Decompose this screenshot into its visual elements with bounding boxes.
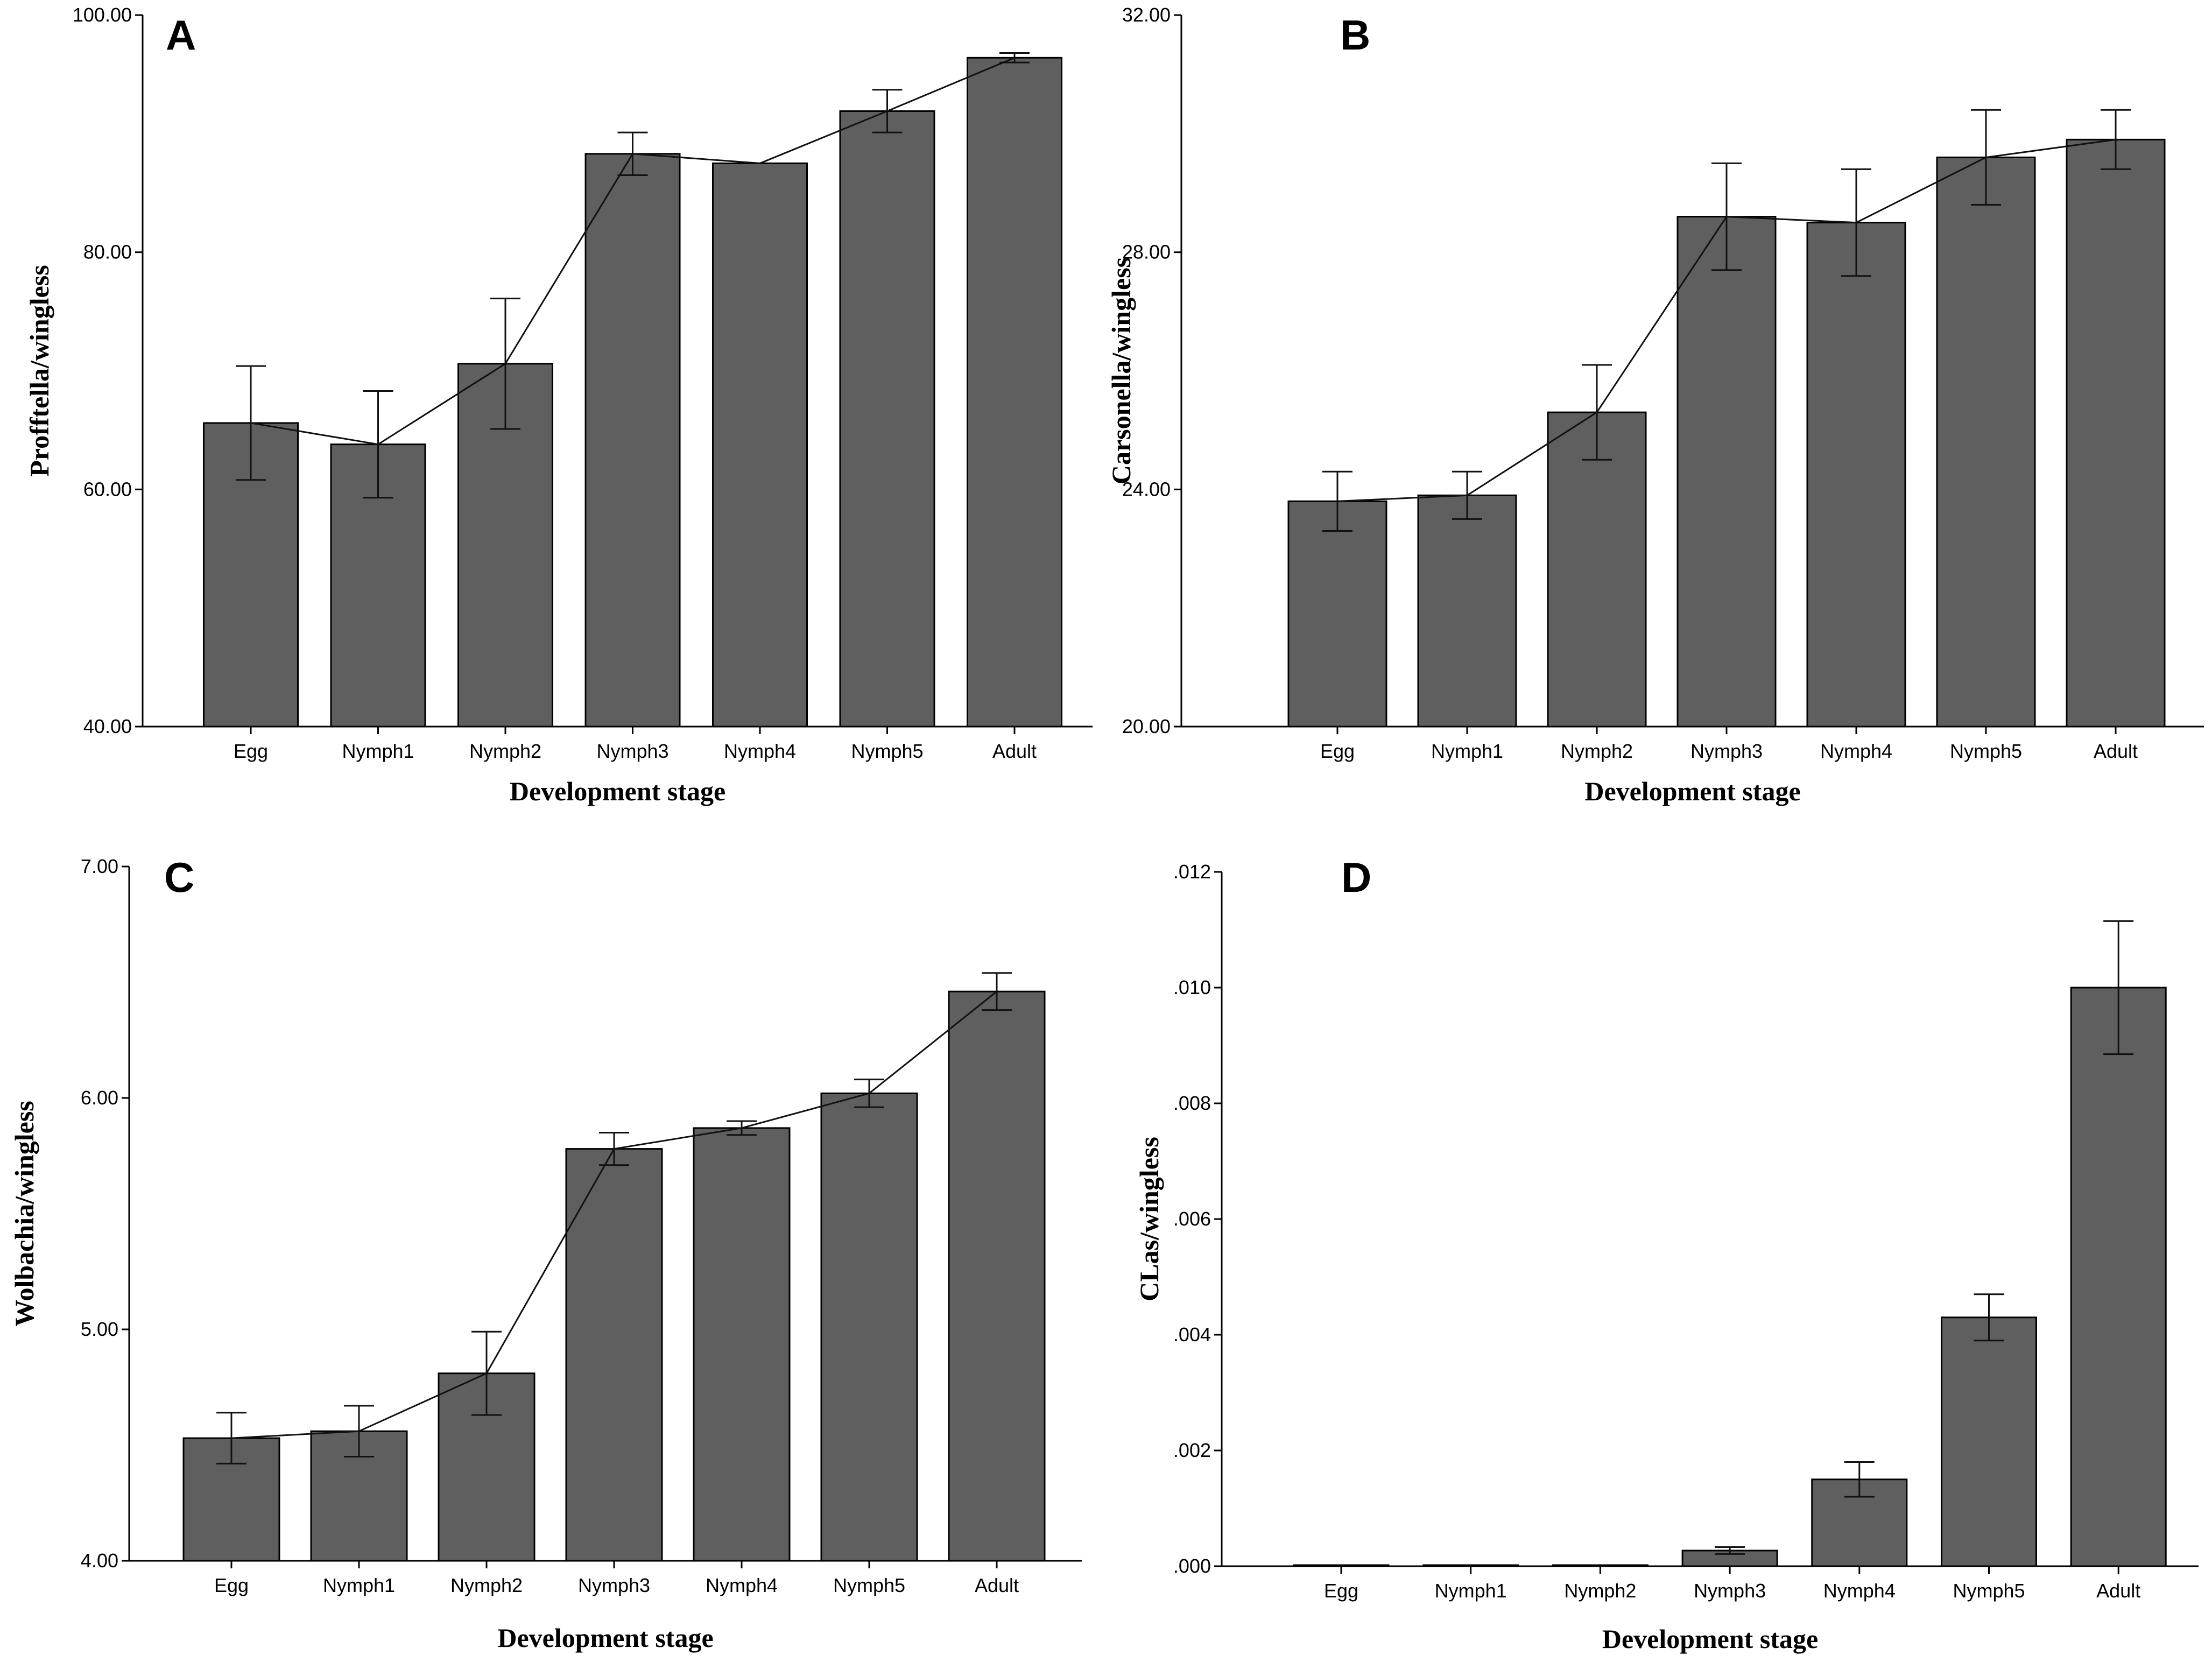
panel-c-x-tick-label: Nymph3 bbox=[578, 1574, 650, 1596]
panel-a-bar-nymph4 bbox=[712, 162, 808, 728]
panel-b-x-axis-title: Development stage bbox=[1584, 776, 1800, 806]
panel-c-x-tick-label: Nymph5 bbox=[833, 1574, 905, 1596]
panel-c-x-tick-label: Nymph1 bbox=[323, 1574, 395, 1596]
panel-c-x-tick-label: Egg bbox=[214, 1574, 249, 1596]
panel-d-y-tick-label: .002 bbox=[1173, 1439, 1211, 1461]
panel-a-bar-nymph3 bbox=[584, 153, 681, 728]
panel-a: 40.00 60.00 80.00 100.00 Egg Nymph1 Nymph2 Nymp… bbox=[24, 4, 1093, 806]
panel-b-y-tick-label: 20.00 bbox=[1122, 715, 1171, 737]
panel-d-y-tick-label: .004 bbox=[1173, 1323, 1211, 1346]
panel-c-bar-nymph5 bbox=[820, 1092, 918, 1562]
panel-a-bar-adult bbox=[967, 57, 1062, 728]
panel-a-y-tick-label: 100.00 bbox=[73, 4, 132, 26]
panel-b-error-bar-adult bbox=[2101, 109, 2131, 170]
panel-b-x-tick-label: Nymph3 bbox=[1690, 740, 1763, 762]
panel-b-y-tick-label: 24.00 bbox=[1122, 478, 1171, 500]
panel-b-trend-line bbox=[1337, 138, 2116, 502]
panel-d-x-tick-label: Nymph4 bbox=[1823, 1580, 1896, 1602]
panel-a-y-tick-label: 40.00 bbox=[83, 715, 132, 737]
panel-b-x-tick-label: Nymph5 bbox=[1950, 740, 2022, 762]
panel-a-x-axis-title: Development stage bbox=[510, 776, 725, 806]
panel-c-x-axis-title: Development stage bbox=[497, 1623, 713, 1653]
panel-b-y-tick-label: 28.00 bbox=[1122, 241, 1171, 263]
panel-b-letter: B bbox=[1340, 11, 1370, 59]
panel-c-y-tick-label: 6.00 bbox=[81, 1087, 118, 1109]
panel-b-x-tick-label: Nymph4 bbox=[1820, 740, 1892, 762]
panel-c-bar-nymph3 bbox=[565, 1148, 663, 1562]
panel-a-x-tick-label: Nymph3 bbox=[596, 740, 668, 762]
panel-a-x-tick-label: Nymph4 bbox=[724, 740, 796, 762]
panel-b-error-bar-egg bbox=[1322, 470, 1352, 532]
panel-c-y-axis-title: Wolbachia/wingless bbox=[9, 1101, 39, 1327]
panel-d-error-bar-adult bbox=[2103, 920, 2134, 1055]
panel-b-bar-nymph3 bbox=[1676, 216, 1777, 728]
panel-b-bar-nymph1 bbox=[1417, 494, 1517, 728]
panel-c-bar-nymph4 bbox=[693, 1127, 791, 1562]
panel-d-y-tick-label: .012 bbox=[1173, 861, 1211, 883]
panel-a-x-tick-label: Egg bbox=[234, 740, 268, 762]
panel-c-letter: C bbox=[164, 854, 194, 901]
panel-b-bar-nymph2 bbox=[1547, 411, 1647, 728]
panel-d-error-bar-nymph3 bbox=[1715, 1546, 1745, 1555]
panel-d-x-tick-label: Nymph2 bbox=[1564, 1580, 1636, 1602]
panel-b-bar-nymph5 bbox=[1936, 156, 2036, 728]
panel-d-letter: D bbox=[1341, 854, 1371, 901]
panel-c-y-tick-label: 5.00 bbox=[81, 1318, 118, 1340]
panel-c-trend-line bbox=[231, 991, 997, 1439]
panel-b-x-tick-label: Adult bbox=[2094, 740, 2138, 762]
panel-c-y-tick-label: 4.00 bbox=[81, 1550, 118, 1572]
panel-d-x-tick-label: Adult bbox=[2096, 1580, 2140, 1602]
panel-d-y-tick-label: .010 bbox=[1173, 976, 1211, 998]
panel-a-x-tick-label: Adult bbox=[992, 740, 1037, 762]
panel-d-error-bar-nymph4 bbox=[1844, 1461, 1875, 1498]
panel-d-x-tick-label: Nymph1 bbox=[1435, 1580, 1507, 1602]
panel-d-y-axis-title: CLas/wingless bbox=[1134, 1137, 1164, 1301]
panel-a-y-tick-label: 80.00 bbox=[83, 241, 132, 263]
panel-c-y-tick-label: 7.00 bbox=[81, 855, 118, 877]
panel-d-bar-egg bbox=[1293, 1564, 1390, 1567]
panel-d-x-tick-label: Nymph3 bbox=[1694, 1580, 1766, 1602]
panel-c-x-tick-label: Nymph2 bbox=[450, 1574, 523, 1596]
panel-c: 4.00 5.00 6.00 7.00 Egg Nymph1 Nymph2 Nymph3 Nym… bbox=[9, 854, 1082, 1653]
panel-d-x-tick-label: Nymph5 bbox=[1953, 1580, 2025, 1602]
panel-a-trend-line bbox=[250, 57, 1015, 446]
panel-c-x-tick-label: Adult bbox=[975, 1574, 1019, 1596]
panel-d-y-tick-label: .000 bbox=[1173, 1555, 1211, 1577]
panel-a-x-tick-label: Nymph5 bbox=[851, 740, 923, 762]
panel-d-bar-nymph2 bbox=[1552, 1564, 1649, 1567]
panel-a-x-tick-label: Nymph2 bbox=[469, 740, 541, 762]
panel-d-bar-nymph1 bbox=[1422, 1564, 1519, 1567]
panel-a-bar-nymph5 bbox=[839, 110, 935, 728]
panel-d-x-axis-title: Development stage bbox=[1602, 1624, 1818, 1654]
panel-d-error-bar-nymph5 bbox=[1974, 1293, 2004, 1342]
panel-c-bar-adult bbox=[948, 990, 1046, 1562]
panel-a-letter: A bbox=[166, 11, 196, 59]
panel-d-x-tick-label: Egg bbox=[1324, 1580, 1358, 1602]
panel-b-bar-adult bbox=[2066, 138, 2166, 728]
panel-d-y-tick-label: .006 bbox=[1173, 1208, 1211, 1230]
panel-c-x-tick-label: Nymph4 bbox=[706, 1574, 778, 1596]
panel-b-y-axis-title: Carsonella/wingless bbox=[1106, 257, 1136, 484]
panel-a-y-axis-title: Profftella/wingless bbox=[24, 265, 54, 476]
panel-a-y-tick-label: 60.00 bbox=[83, 478, 132, 500]
panel-b-x-tick-label: Egg bbox=[1320, 740, 1355, 762]
panel-b-x-tick-label: Nymph1 bbox=[1431, 740, 1503, 762]
panel-d-bar-nymph5 bbox=[1941, 1316, 2037, 1567]
panel-d-y-tick-label: .008 bbox=[1173, 1092, 1211, 1114]
panel-a-x-tick-label: Nymph1 bbox=[342, 740, 414, 762]
panel-b-x-tick-label: Nymph2 bbox=[1561, 740, 1633, 762]
panel-b-bar-egg bbox=[1287, 500, 1387, 728]
panel-b: 20.00 24.00 28.00 32.00 Egg Nymph1 Nymph2 Nymph… bbox=[1106, 4, 2204, 806]
panel-b-bar-nymph4 bbox=[1806, 222, 1906, 728]
panel-d: .000 .002 .004 .006 .008 .010 .012 Egg Nymph1 Nym… bbox=[1134, 854, 2199, 1654]
panel-d-bar-adult bbox=[2070, 987, 2167, 1567]
panel-b-y-tick-label: 32.00 bbox=[1122, 4, 1171, 26]
